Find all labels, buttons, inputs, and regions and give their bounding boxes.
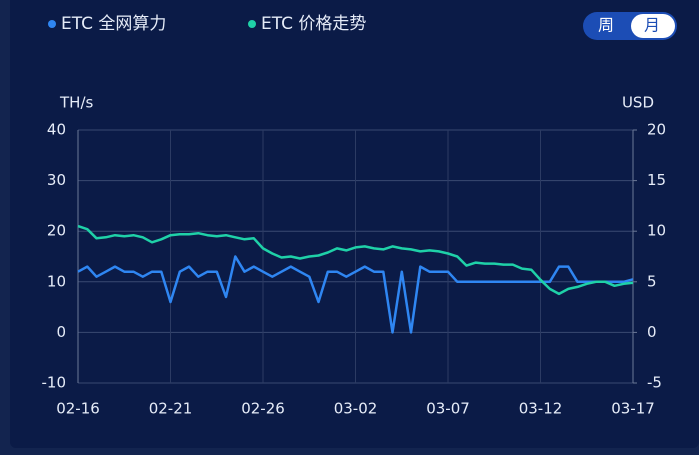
series-line [77, 255, 634, 334]
series-line [77, 224, 634, 296]
y2-axis-label: USD [622, 94, 654, 112]
legend-label: ETC 价格走势 [261, 14, 366, 34]
y2-tick-label: 0 [647, 323, 657, 341]
y-tick-label: 30 [47, 171, 66, 189]
panel [10, 0, 699, 448]
y2-tick-label: 10 [647, 222, 666, 240]
toggle-option[interactable]: 月 [644, 16, 660, 35]
toggle-option[interactable]: 周 [598, 16, 614, 35]
x-tick-label: 03-17 [611, 400, 655, 418]
y-tick-label: 40 [47, 121, 66, 139]
y-axis-label: TH/s [59, 94, 93, 112]
x-tick-label: 02-26 [241, 400, 285, 418]
toggle-active [631, 14, 675, 38]
x-tick-label: 03-07 [426, 400, 470, 418]
x-tick-label: 02-21 [149, 400, 193, 418]
x-tick-label: 03-02 [334, 400, 378, 418]
y2-tick-label: 15 [647, 171, 666, 189]
y-tick-label: 20 [47, 222, 66, 240]
y2-tick-label: 5 [647, 272, 657, 290]
x-tick-label: 02-16 [56, 400, 100, 418]
legend-marker [48, 20, 56, 28]
legend-label: ETC 全网算力 [61, 14, 166, 34]
y-tick-label: -10 [42, 374, 67, 392]
y2-tick-label: -5 [647, 374, 662, 392]
x-tick-label: 03-12 [519, 400, 563, 418]
y-tick-label: 0 [56, 323, 66, 341]
y2-tick-label: 20 [647, 121, 666, 139]
y-tick-label: 10 [47, 272, 66, 290]
legend-marker [248, 20, 256, 28]
